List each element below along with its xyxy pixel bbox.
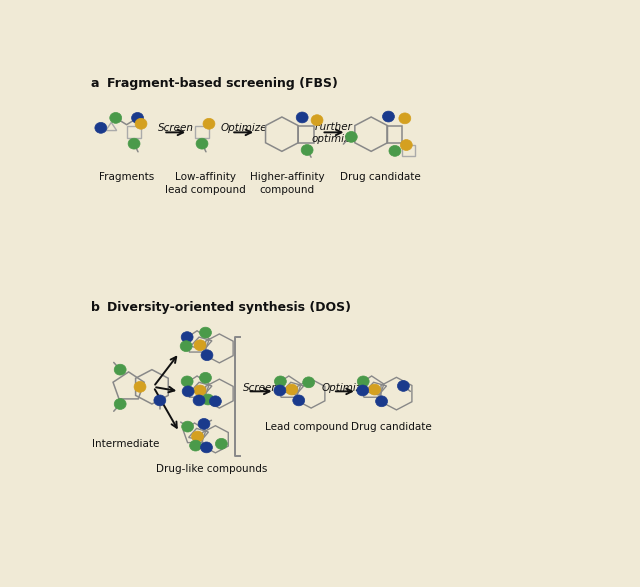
Circle shape: [376, 396, 388, 407]
Circle shape: [201, 350, 213, 360]
Text: Drug candidate: Drug candidate: [351, 422, 432, 432]
Circle shape: [181, 332, 193, 343]
Text: Drug-like compounds: Drug-like compounds: [156, 464, 267, 474]
Circle shape: [182, 386, 194, 397]
Text: Low-affinity
lead compound: Low-affinity lead compound: [165, 172, 246, 194]
Circle shape: [311, 114, 323, 126]
Circle shape: [200, 327, 211, 338]
Circle shape: [200, 442, 212, 453]
Circle shape: [196, 138, 208, 149]
Circle shape: [182, 421, 193, 432]
Text: b: b: [91, 301, 100, 314]
Circle shape: [356, 385, 369, 396]
Circle shape: [181, 376, 193, 387]
Circle shape: [189, 440, 202, 451]
Circle shape: [135, 119, 147, 129]
Circle shape: [275, 376, 286, 387]
Circle shape: [114, 364, 126, 375]
Circle shape: [194, 340, 206, 350]
Text: Optimize: Optimize: [220, 123, 267, 133]
Circle shape: [128, 138, 140, 149]
Circle shape: [193, 395, 205, 406]
Circle shape: [292, 395, 305, 406]
Circle shape: [194, 385, 206, 396]
Circle shape: [198, 419, 210, 429]
Text: Fragment-based screening (FBS): Fragment-based screening (FBS): [108, 77, 338, 90]
Circle shape: [383, 111, 394, 122]
Circle shape: [357, 376, 369, 387]
Circle shape: [286, 384, 298, 395]
Text: Screen: Screen: [243, 383, 279, 393]
Circle shape: [202, 394, 214, 405]
Circle shape: [132, 113, 143, 123]
Circle shape: [95, 123, 107, 133]
Circle shape: [180, 340, 192, 352]
Circle shape: [154, 395, 166, 406]
Circle shape: [216, 438, 227, 449]
Text: Screen: Screen: [157, 123, 194, 133]
Text: Lead compound: Lead compound: [265, 422, 348, 432]
Circle shape: [296, 112, 308, 123]
Circle shape: [346, 131, 357, 142]
Circle shape: [110, 113, 122, 123]
Circle shape: [389, 146, 401, 156]
Circle shape: [369, 384, 381, 395]
Text: Intermediate: Intermediate: [92, 439, 159, 449]
Text: Further
optimize: Further optimize: [312, 122, 356, 144]
Circle shape: [401, 140, 412, 150]
Text: Drug candidate: Drug candidate: [340, 172, 420, 182]
Circle shape: [203, 119, 215, 129]
Circle shape: [274, 385, 286, 396]
Circle shape: [399, 113, 411, 124]
Circle shape: [200, 372, 211, 383]
Text: Higher-affinity
compound: Higher-affinity compound: [250, 172, 324, 194]
Text: Optimize: Optimize: [321, 383, 368, 393]
Circle shape: [114, 399, 126, 410]
Text: Diversity-oriented synthesis (DOS): Diversity-oriented synthesis (DOS): [108, 301, 351, 314]
Circle shape: [191, 431, 204, 442]
Circle shape: [209, 396, 221, 407]
Circle shape: [303, 377, 315, 388]
Text: a: a: [91, 77, 99, 90]
Circle shape: [134, 382, 146, 392]
Circle shape: [301, 144, 313, 156]
Text: Fragments: Fragments: [99, 172, 154, 182]
Circle shape: [397, 380, 410, 392]
